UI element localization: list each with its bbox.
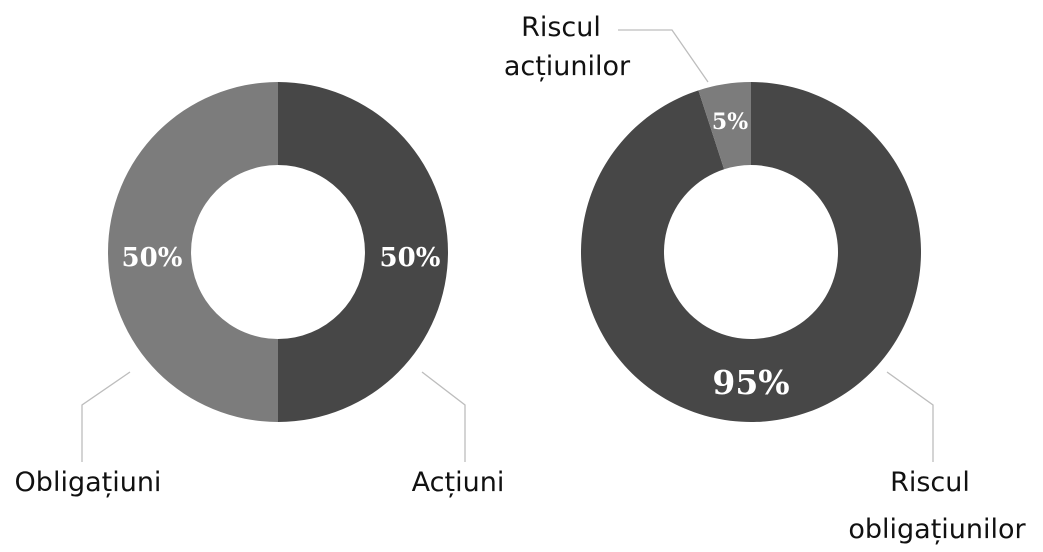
donut-slice-riscul-actiunilor [698,82,751,170]
value-label-obligatiuni: 50% [122,243,183,273]
value-label-riscul-obligatiunilor: 95% [712,363,789,402]
leader-line-actiuni [421,371,466,462]
value-label-riscul-actiunilor: 5% [712,109,748,135]
donut-chart-risk: 5% 95% Riscul acțiunilor Riscul obligați… [504,12,1027,545]
category-label-actiuni: Acțiuni [412,467,505,498]
leader-line-obligatiuni [81,371,131,462]
category-label-obligatiuni: Obligațiuni [15,467,162,498]
category-label-riscul-obligatiunilor-line1: Riscul [890,467,970,498]
donut-chart-allocation: 50% 50% Obligațiuni Acțiuni [15,82,505,498]
category-label-riscul-actiunilor-line1: Riscul [521,12,601,43]
category-label-riscul-actiunilor-line2: acțiunilor [504,51,631,82]
donut-slice-riscul-obligatiunilor [581,82,922,423]
leader-line-riscul-obligatiunilor [886,371,934,462]
value-label-actiuni: 50% [380,243,441,273]
donut-slice-actiuni [278,82,448,422]
category-label-riscul-obligatiunilor-line2: obligațiunilor [848,514,1026,545]
leader-line-riscul-actiunilor [618,29,709,83]
donut-slice-obligatiuni [108,82,278,422]
